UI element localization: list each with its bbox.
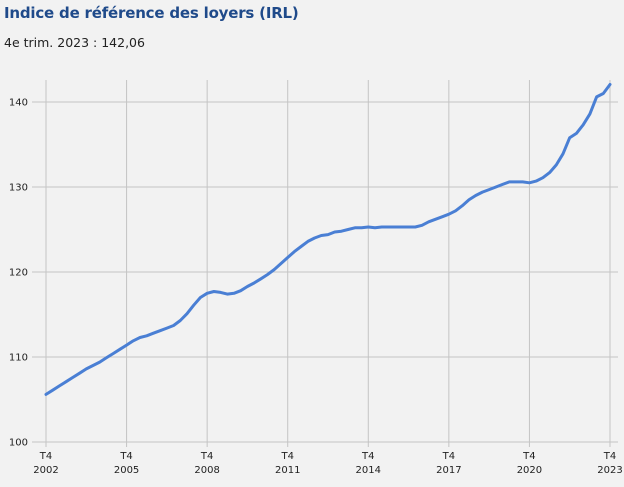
x-tick-year: 2017	[436, 465, 461, 476]
y-tick-label: 140	[9, 98, 28, 109]
x-tick-quarter: T4	[603, 451, 616, 462]
latest-value-subtitle: 4e trim. 2023 : 142,06	[4, 35, 145, 50]
x-tick-year: 2014	[356, 465, 381, 476]
chart-title: Indice de référence des loyers (IRL)	[4, 4, 299, 22]
x-tick-quarter: T4	[39, 451, 52, 462]
irl-series-line	[44, 83, 612, 396]
x-tick-year: 2002	[33, 465, 58, 476]
x-tick-quarter: T4	[522, 451, 535, 462]
x-tick-quarter: T4	[119, 451, 132, 462]
x-tick-year: 2005	[114, 465, 139, 476]
x-tick-quarter: T4	[361, 451, 374, 462]
x-tick-year: 2020	[517, 465, 542, 476]
y-tick-label: 120	[9, 268, 28, 279]
x-tick-quarter: T4	[280, 451, 293, 462]
y-tick-label: 110	[9, 353, 28, 364]
y-tick-label: 100	[9, 438, 28, 449]
x-tick-year: 2008	[194, 465, 219, 476]
x-tick-quarter: T4	[442, 451, 455, 462]
x-tick-quarter: T4	[200, 451, 213, 462]
x-tick-year: 2023	[597, 465, 622, 476]
x-tick-year: 2011	[275, 465, 300, 476]
y-tick-label: 130	[9, 183, 28, 194]
